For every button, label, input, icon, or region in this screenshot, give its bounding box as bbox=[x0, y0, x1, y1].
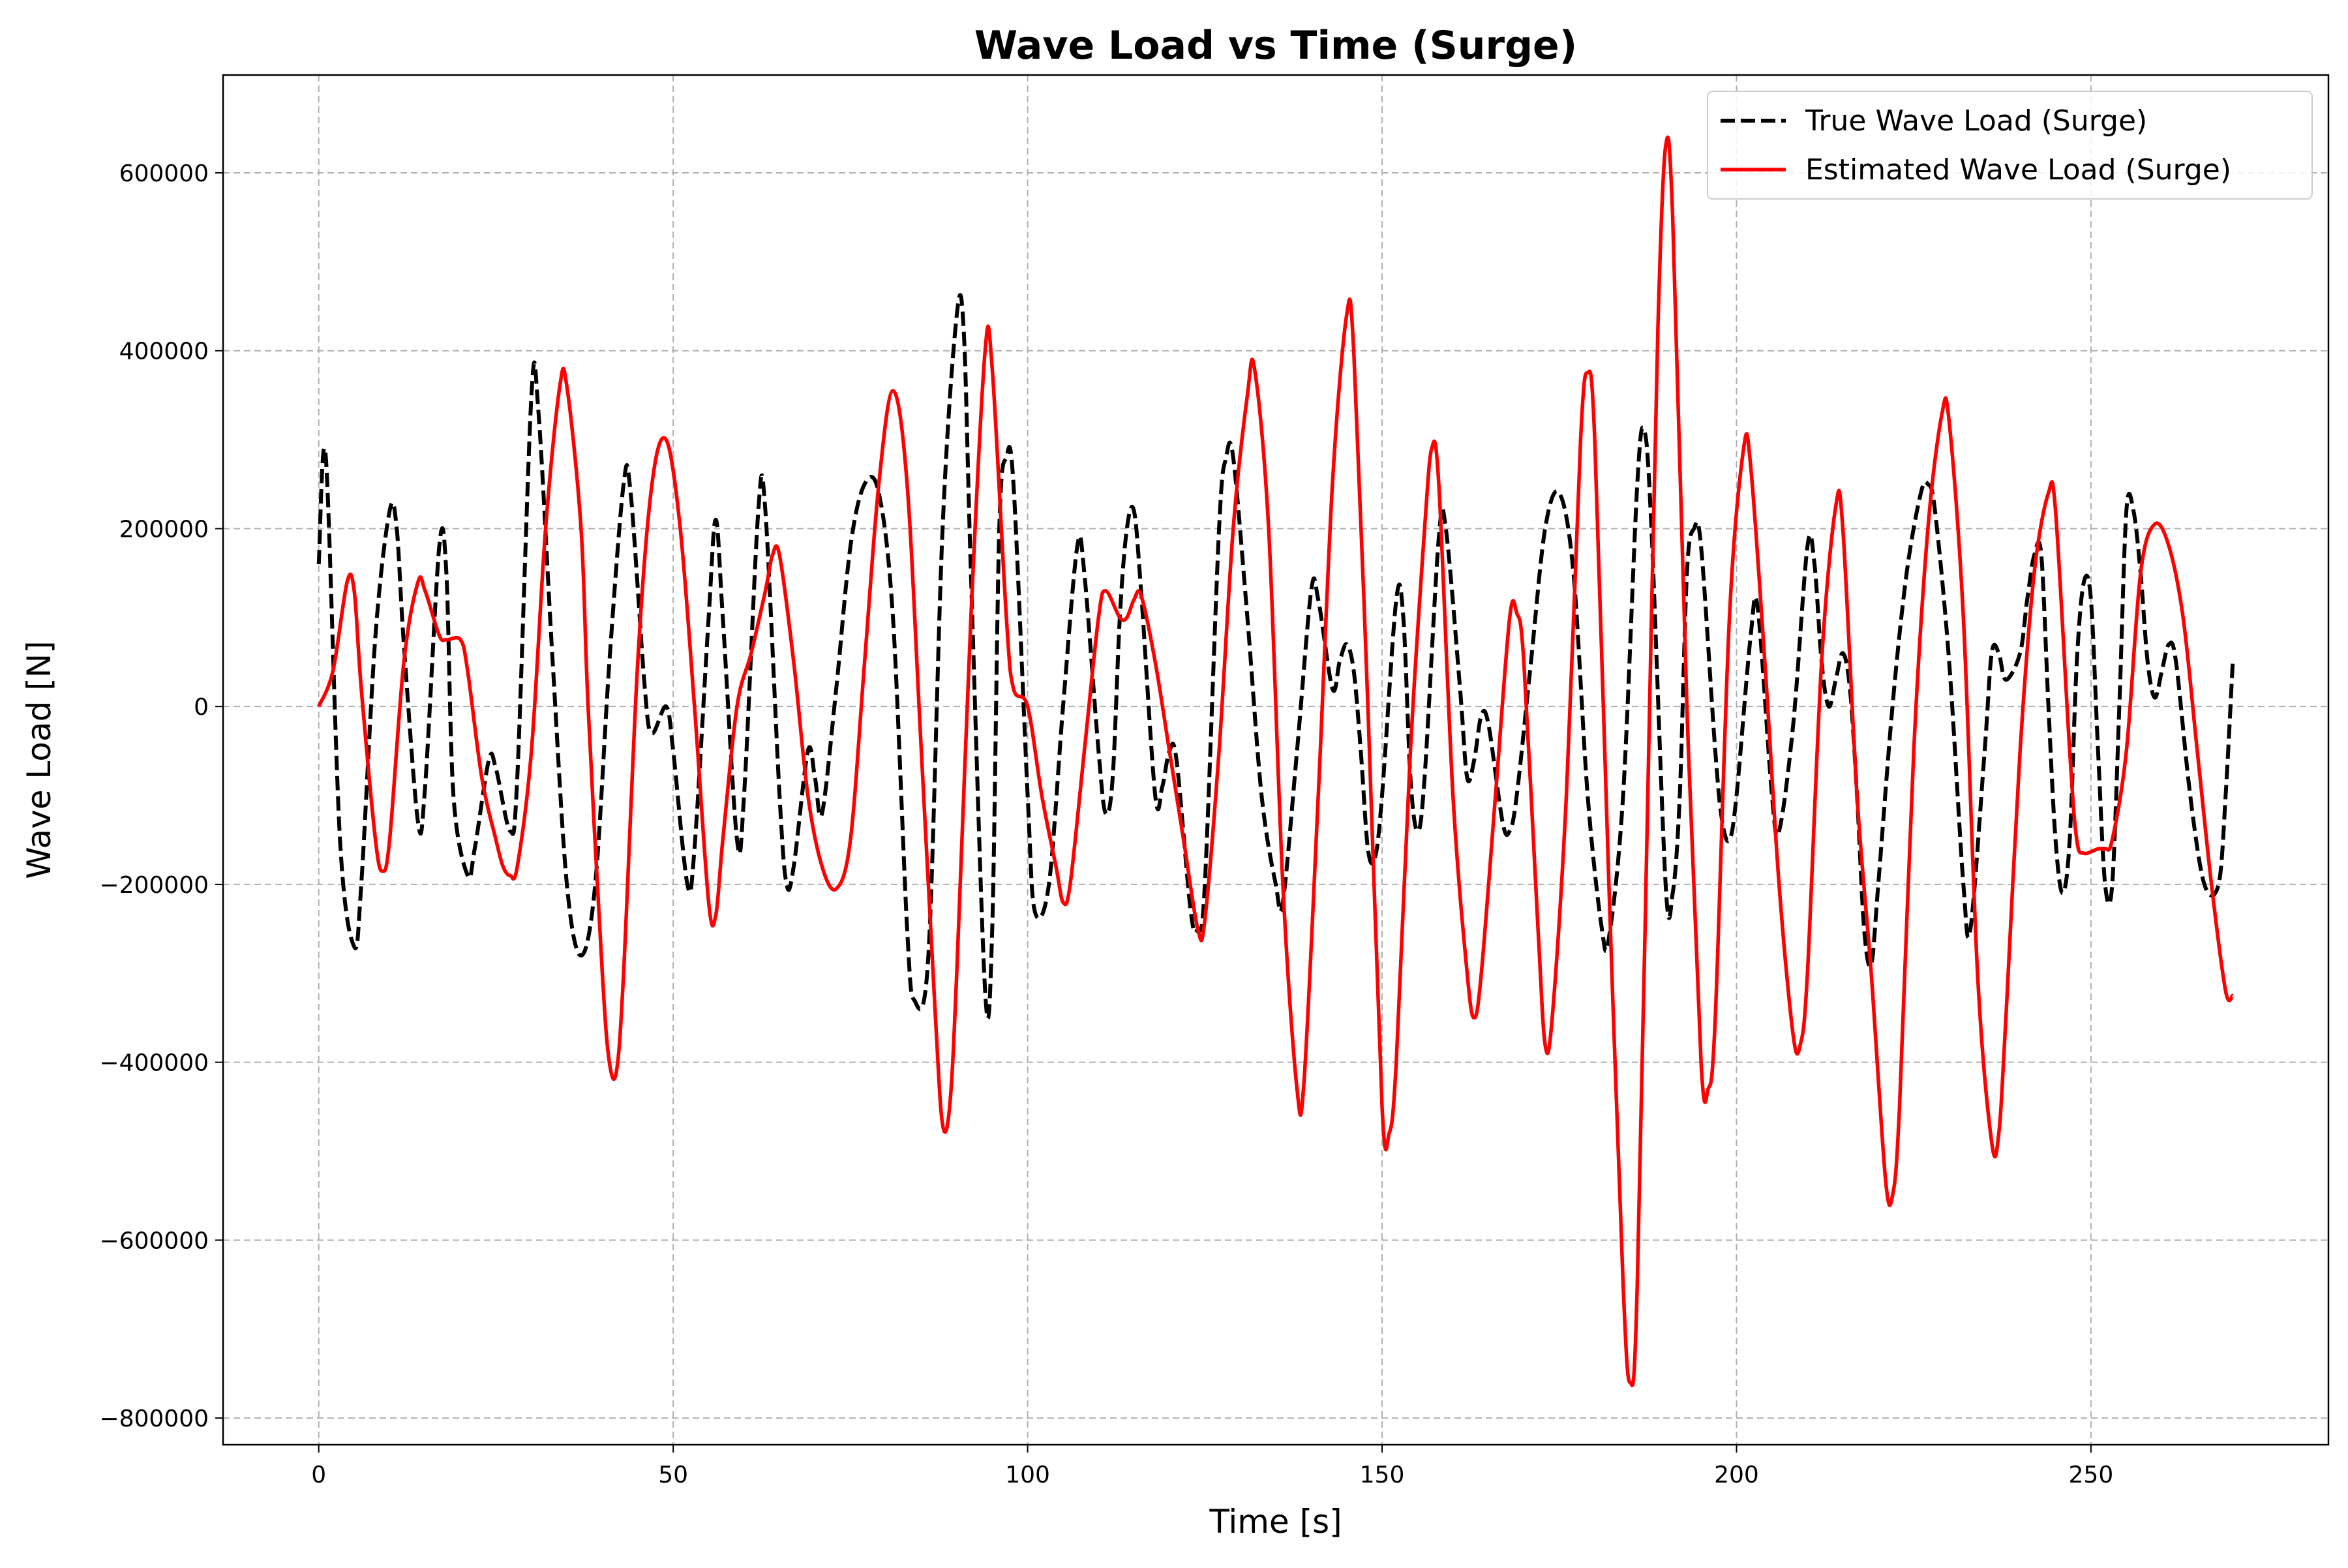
plot-frame bbox=[222, 74, 2330, 1446]
y-tick-label: −400000 bbox=[99, 1050, 209, 1077]
x-tick-label: 100 bbox=[1005, 1462, 1050, 1488]
y-tick-label: 0 bbox=[194, 694, 209, 721]
x-axis-label: Time [s] bbox=[1209, 1503, 1342, 1541]
grid-layer bbox=[223, 75, 2328, 1445]
legend: True Wave Load (Surge) Estimated Wave Lo… bbox=[1707, 91, 2313, 200]
legend-label-estimated: Estimated Wave Load (Surge) bbox=[1805, 153, 2231, 187]
x-tick-label: 250 bbox=[2069, 1462, 2114, 1488]
y-tick-label: 400000 bbox=[119, 339, 209, 365]
series-layer bbox=[316, 135, 2235, 1387]
y-tick-label: −800000 bbox=[99, 1406, 209, 1432]
y-tick-label: 200000 bbox=[119, 516, 209, 543]
x-tick-label: 200 bbox=[1714, 1462, 1759, 1488]
series-line-estimated-wave-load bbox=[317, 135, 2235, 1387]
y-tick-label: 600000 bbox=[119, 160, 209, 187]
x-tick-label: 150 bbox=[1360, 1462, 1405, 1488]
x-tick-label: 0 bbox=[311, 1462, 326, 1488]
legend-box bbox=[1707, 91, 2313, 200]
y-tick-label: −600000 bbox=[99, 1228, 209, 1254]
y-axis-label: Wave Load [N] bbox=[20, 641, 58, 879]
tick-layer: 0 50 100 150 200 250 −800000 −600000 −400000 −200… bbox=[99, 160, 2113, 1488]
y-tick-label: −200000 bbox=[99, 872, 209, 899]
chart-title: Wave Load vs Time (Surge) bbox=[974, 23, 1577, 68]
x-tick-label: 50 bbox=[658, 1462, 688, 1488]
legend-label-true: True Wave Load (Surge) bbox=[1805, 104, 2147, 138]
